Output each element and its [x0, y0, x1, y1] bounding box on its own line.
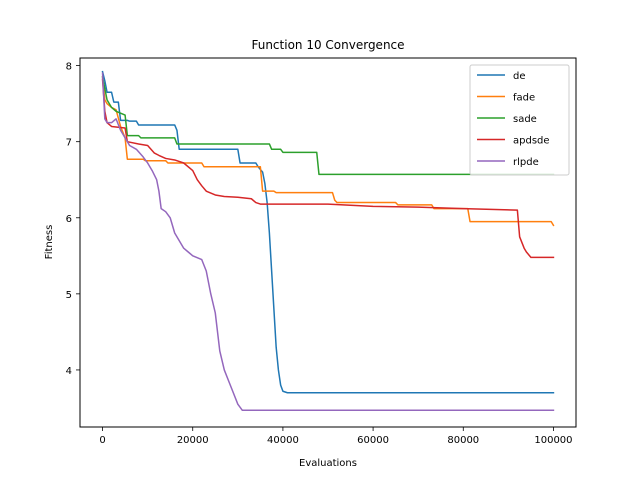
x-axis-label: Evaluations: [299, 458, 357, 469]
legend: de fade sade apdsde rlpde: [469, 64, 570, 176]
legend-label-de: de: [513, 71, 526, 82]
y-tick-label: 4: [66, 366, 72, 377]
x-axis-ticks: 0 20000 40000 60000 80000 100000: [99, 427, 573, 446]
x-tick-label: 100000: [534, 435, 572, 446]
series-line-apdsde: [101, 78, 555, 259]
x-tick-label: 60000: [357, 435, 389, 446]
legend-label-fade: fade: [513, 93, 535, 104]
legend-box: [469, 64, 570, 176]
series-line-rlpde: [101, 72, 555, 412]
series-line-fade: [101, 76, 555, 227]
y-tick-label: 5: [66, 290, 72, 301]
y-axis-ticks: 4 5 6 7 8: [66, 62, 80, 377]
series-layer: [101, 70, 555, 412]
x-tick-label: 20000: [177, 435, 209, 446]
legend-label-apdsde: apdsde: [513, 136, 550, 147]
x-tick-label: 0: [99, 435, 105, 446]
y-tick-label: 6: [66, 214, 72, 225]
legend-label-sade: sade: [513, 114, 537, 125]
y-axis-label: Fitness: [44, 225, 55, 260]
x-tick-label: 40000: [267, 435, 299, 446]
x-tick-label: 80000: [447, 435, 479, 446]
y-tick-label: 7: [66, 138, 72, 149]
series-line-sade: [101, 76, 555, 176]
legend-label-rlpde: rlpde: [513, 157, 539, 168]
y-tick-label: 8: [66, 62, 72, 73]
chart-title: Function 10 Convergence: [251, 38, 404, 52]
plot-frame: [79, 57, 577, 428]
series-line-de: [101, 70, 555, 394]
